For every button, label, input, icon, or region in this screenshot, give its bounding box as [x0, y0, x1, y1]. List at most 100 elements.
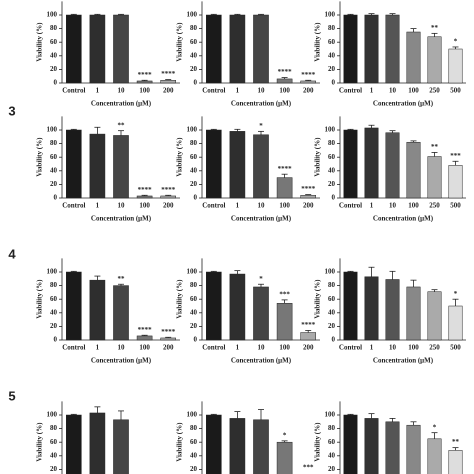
significance-label: ****	[161, 70, 176, 78]
y-tick-label: 20	[190, 465, 198, 473]
bar	[205, 271, 222, 341]
x-tick-label: 1	[96, 344, 100, 352]
bar	[113, 419, 129, 474]
x-tick-label: 100	[279, 202, 290, 210]
y-tick-label: 0	[54, 79, 58, 87]
significance-label: ****	[161, 328, 176, 336]
bar	[427, 438, 442, 474]
y-tick-label: 40	[328, 166, 336, 174]
y-tick-label: 0	[194, 79, 198, 87]
bar	[160, 337, 177, 341]
bar	[136, 335, 153, 341]
y-tick-label: 60	[190, 38, 198, 46]
significance-label: *	[259, 122, 263, 130]
y-tick-label: 80	[50, 424, 58, 432]
y-tick-label: 80	[50, 24, 58, 32]
y-tick-label: 60	[50, 438, 58, 446]
x-tick-label: 1	[236, 344, 240, 352]
y-tick-label: 100	[325, 411, 336, 419]
x-axis-title: Concentration (μM)	[373, 215, 434, 223]
bar	[229, 273, 246, 341]
x-tick-label: Control	[62, 202, 85, 210]
x-tick-label: Control	[202, 87, 225, 95]
bar	[364, 418, 379, 474]
x-tick-label: 1	[370, 202, 374, 210]
x-tick-label: 100	[408, 344, 419, 352]
y-tick-label: 80	[190, 424, 198, 432]
y-tick-label: 60	[190, 295, 198, 303]
y-axis-title: Viability (%)	[176, 137, 184, 177]
x-tick-label: 10	[118, 202, 126, 210]
significance-label: ****	[301, 71, 316, 79]
bar	[427, 36, 442, 84]
y-tick-label: 20	[50, 65, 58, 73]
bar	[276, 177, 293, 199]
significance-label: ****	[301, 321, 316, 329]
x-tick-label: 100	[279, 344, 290, 352]
bar	[364, 276, 379, 341]
y-tick-label: 80	[50, 139, 58, 147]
y-tick-label: 40	[190, 51, 198, 59]
y-tick-label: 40	[328, 451, 336, 459]
x-tick-label: 100	[279, 87, 290, 95]
x-tick-label: 250	[429, 202, 440, 210]
x-tick-label: Control	[339, 344, 362, 352]
y-tick-label: 40	[328, 51, 336, 59]
y-tick-label: 60	[328, 153, 336, 161]
bar	[205, 14, 222, 84]
bar	[448, 48, 463, 84]
x-tick-label: 200	[303, 87, 314, 95]
x-axis-title: Concentration (μM)	[373, 100, 434, 108]
y-tick-label: 0	[54, 336, 58, 344]
bar	[253, 14, 269, 84]
x-tick-label: 10	[389, 87, 397, 95]
y-tick-label: 100	[187, 268, 198, 276]
y-tick-label: 20	[328, 322, 336, 330]
y-axis-title: Viability (%)	[36, 279, 44, 319]
x-tick-label: 10	[258, 344, 266, 352]
x-tick-label: Control	[339, 87, 362, 95]
x-axis-title: Concentration (μM)	[373, 357, 434, 365]
y-tick-label: 100	[47, 411, 58, 419]
y-tick-label: 100	[325, 268, 336, 276]
bar	[65, 271, 82, 341]
y-tick-label: 80	[328, 424, 336, 432]
y-axis-title: Viability (%)	[314, 279, 322, 319]
x-tick-label: Control	[202, 202, 225, 210]
bar	[65, 14, 82, 84]
bar	[136, 195, 153, 199]
y-tick-label: 20	[190, 65, 198, 73]
bar	[205, 414, 222, 474]
x-tick-label: 200	[303, 344, 314, 352]
significance-label: ****	[278, 165, 293, 173]
y-tick-label: 0	[54, 194, 58, 202]
y-tick-label: 60	[190, 153, 198, 161]
x-axis-title: Concentration (μM)	[91, 215, 152, 223]
x-tick-label: Control	[339, 202, 362, 210]
y-tick-label: 80	[328, 24, 336, 32]
x-tick-label: 500	[450, 202, 461, 210]
bar	[406, 424, 421, 474]
x-tick-label: 1	[96, 202, 100, 210]
x-tick-label: 200	[163, 344, 174, 352]
y-tick-label: 80	[190, 281, 198, 289]
y-axis-title: Viability (%)	[314, 422, 322, 462]
bar	[448, 165, 463, 199]
bar	[343, 129, 358, 199]
bar	[253, 286, 269, 341]
x-tick-label: 1	[236, 202, 240, 210]
x-tick-label: 200	[163, 87, 174, 95]
bar	[300, 80, 317, 84]
significance-label: ****	[138, 186, 153, 194]
y-tick-label: 100	[187, 11, 198, 19]
x-axis-title: Concentration (μM)	[91, 357, 152, 365]
y-tick-label: 20	[328, 180, 336, 188]
x-tick-label: 1	[370, 344, 374, 352]
bar	[406, 141, 421, 199]
x-tick-label: 250	[429, 344, 440, 352]
y-axis-title: Viability (%)	[176, 422, 184, 462]
significance-label: *	[259, 275, 263, 283]
bar	[300, 332, 317, 341]
significance-label: *	[283, 431, 287, 439]
